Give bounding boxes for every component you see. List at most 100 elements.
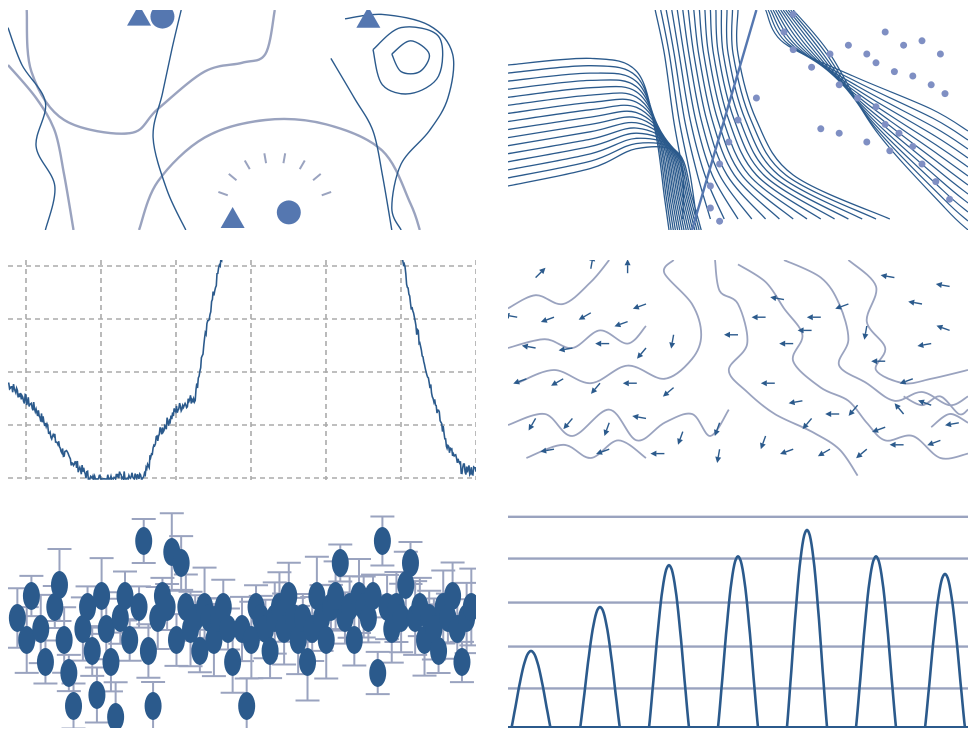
quiver-arrow-head-18 <box>528 423 535 431</box>
marker-circle-4 <box>276 200 301 225</box>
quiver-arrow-head-8 <box>521 343 529 350</box>
contour-left-14 <box>508 142 700 230</box>
contour-tick-260 <box>263 153 268 164</box>
contour-tick-320 <box>312 173 322 182</box>
scatter-ellipse-2 <box>22 582 40 610</box>
contour-mid-15 <box>735 10 891 220</box>
quiver-arrow-shaft-1 <box>590 260 593 269</box>
contour-right-5 <box>777 10 968 177</box>
quiver-arrow-shaft-7 <box>619 320 628 325</box>
panel-contour-scatter-right <box>508 10 968 230</box>
quiver-arrow-head-42 <box>894 403 901 410</box>
quiver-arrow-shaft-54 <box>950 422 959 425</box>
quiver-arrow-head-0 <box>539 267 546 275</box>
marker-triangle-0 <box>127 10 152 26</box>
quiver-arrow-shaft-49 <box>864 325 868 335</box>
scatter-ellipse-9 <box>65 692 83 720</box>
scatter-point-16 <box>895 129 903 137</box>
quiver-arrow-head-47 <box>935 282 943 288</box>
scatter-point-28 <box>716 160 724 168</box>
quiver-arrow-shaft-39 <box>822 448 831 454</box>
scatter-point-1 <box>780 28 788 36</box>
contour-mid-14 <box>730 10 877 220</box>
quiver-arrow-head-34 <box>760 442 766 450</box>
quiver-arrow-shaft-19 <box>566 417 573 425</box>
quiver-arrow-head-49 <box>862 333 869 340</box>
scatter-point-9 <box>909 72 917 80</box>
quiver-arrow-shaft-33 <box>794 400 803 403</box>
contour-right-11 <box>792 10 968 230</box>
scatter-point-12 <box>835 81 843 89</box>
scatter-ellipse-66 <box>345 626 363 654</box>
contour-mid-10 <box>709 10 822 220</box>
contour-line-3 <box>8 27 56 230</box>
contour-right-3 <box>772 10 968 159</box>
quiver-contour-7 <box>783 260 968 407</box>
contour-tick-200 <box>218 190 229 197</box>
scatter-ellipse-16 <box>102 648 120 676</box>
scatter-ellipse-83 <box>425 615 443 643</box>
quiver-arrow-head-41 <box>872 427 879 433</box>
quiver-arrow-shaft-36 <box>805 417 813 425</box>
contour-mid-2 <box>665 10 712 220</box>
panel-line-hlines <box>508 515 968 728</box>
contour-line-0 <box>25 10 276 135</box>
quiver-contour-4 <box>526 439 647 459</box>
scatter-point-20 <box>946 195 954 203</box>
contour-right-1 <box>767 10 968 141</box>
quiver-arrow-head-23 <box>715 456 722 463</box>
quiver-arrow-shaft-45 <box>941 327 950 332</box>
contour-mid-8 <box>698 10 794 220</box>
quiver-arrow-head-53 <box>927 440 934 446</box>
quiver-arrow-shaft-48 <box>886 275 895 279</box>
panel-line-grid <box>8 260 476 480</box>
quiver-arrow-head-36 <box>802 422 809 430</box>
quiver-arrow-head-46 <box>908 299 915 306</box>
contour-left-8 <box>508 110 687 230</box>
quiver-arrow-head-7 <box>614 321 622 328</box>
quiver-arrow-head-26 <box>650 450 657 457</box>
marker-triangle-3 <box>220 207 245 228</box>
quiver-arrow-head-55 <box>918 399 925 406</box>
quiver-arrow-head-45 <box>936 324 944 331</box>
scatter-point-19 <box>932 178 940 186</box>
scatter-point-34 <box>863 138 871 146</box>
quiver-arrow-shaft-6 <box>583 312 592 318</box>
quiver-arrow-shaft-0 <box>535 271 542 279</box>
scatter-ellipse-13 <box>88 681 106 709</box>
quiver-arrow-head-38 <box>848 409 855 416</box>
quiver-arrow-head-37 <box>825 411 832 417</box>
scatter-ellipse-43 <box>238 692 256 720</box>
scatter-point-6 <box>863 50 871 58</box>
quiver-arrow-head-33 <box>788 399 796 406</box>
scatter-point-17 <box>909 142 917 150</box>
panel-errorbar-scatter <box>8 512 476 728</box>
contour-right-7 <box>782 10 968 195</box>
scatter-ellipse-44 <box>242 626 260 654</box>
scatter-ellipse-37 <box>205 626 223 654</box>
scatter-ellipse-0 <box>8 604 26 632</box>
contour-line-8 <box>391 40 431 75</box>
scatter-point-22 <box>900 41 908 49</box>
quiver-arrow-head-22 <box>677 438 683 445</box>
contour-right-4 <box>775 10 968 168</box>
quiver-arrow-head-3 <box>632 303 640 310</box>
quiver-arrow-head-16 <box>622 380 629 387</box>
quiver-arrow-head-50 <box>835 303 842 310</box>
contour-left-6 <box>508 98 683 230</box>
scatter-ellipse-58 <box>308 582 326 610</box>
quiver-contour-0 <box>508 260 610 310</box>
scatter-point-4 <box>826 50 834 58</box>
quiver-arrow-shaft-55 <box>923 401 932 406</box>
scatter-point-0 <box>789 10 797 18</box>
quiver-arrow-shaft-38 <box>851 404 859 412</box>
contour-mid-11 <box>715 10 835 220</box>
quiver-arrow-head-30 <box>770 295 777 302</box>
contour-line-2 <box>8 64 75 230</box>
scatter-ellipse-4 <box>36 648 54 676</box>
quiver-contour-5 <box>714 260 859 477</box>
quiver-arrow-shaft-40 <box>860 448 868 455</box>
scatter-ellipse-77 <box>397 571 415 599</box>
scatter-point-7 <box>872 59 880 67</box>
quiver-arrow-shaft-3 <box>638 303 647 308</box>
